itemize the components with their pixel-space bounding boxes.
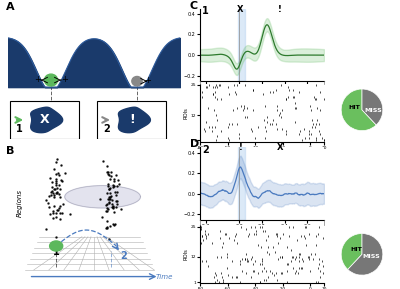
Text: !: ! <box>239 143 242 153</box>
Text: 1: 1 <box>53 247 60 257</box>
Circle shape <box>50 241 63 251</box>
Circle shape <box>44 74 58 86</box>
Text: 2: 2 <box>202 144 209 155</box>
X-axis label: Time (msec): Time (msec) <box>246 151 278 156</box>
Text: MISS: MISS <box>362 255 380 260</box>
Text: 1: 1 <box>202 6 209 16</box>
Text: 2: 2 <box>120 251 127 261</box>
Text: B: B <box>6 146 15 156</box>
X-axis label: Time(s): Time(s) <box>252 92 272 97</box>
Wedge shape <box>362 89 383 125</box>
Bar <box>238 147 245 220</box>
Text: +: + <box>34 75 41 84</box>
FancyBboxPatch shape <box>98 101 166 139</box>
Text: X: X <box>237 5 244 14</box>
Text: X: X <box>277 143 283 153</box>
Text: +: + <box>144 76 151 85</box>
FancyBboxPatch shape <box>10 101 78 139</box>
Text: MISS: MISS <box>364 108 382 113</box>
Text: C: C <box>190 1 198 11</box>
Text: D: D <box>190 139 199 149</box>
Text: !: ! <box>278 5 282 14</box>
Text: +: + <box>61 75 68 84</box>
Text: 1: 1 <box>16 125 22 134</box>
Text: A: A <box>6 3 15 12</box>
X-axis label: Time(s): Time(s) <box>252 230 272 235</box>
Text: HIT: HIT <box>349 105 360 110</box>
Polygon shape <box>65 186 140 208</box>
Y-axis label: ROIs: ROIs <box>184 107 189 119</box>
Text: Time: Time <box>156 274 173 280</box>
Y-axis label: ROIs: ROIs <box>184 248 189 260</box>
Text: X: X <box>39 114 49 127</box>
Wedge shape <box>341 89 376 131</box>
Text: !: ! <box>129 114 135 127</box>
Text: Regions: Regions <box>17 190 22 217</box>
Wedge shape <box>348 234 383 275</box>
Bar <box>238 9 245 81</box>
Polygon shape <box>31 107 63 133</box>
Circle shape <box>132 77 142 86</box>
Text: HIT: HIT <box>350 247 362 252</box>
Wedge shape <box>341 234 362 269</box>
Polygon shape <box>118 107 150 133</box>
Text: 2: 2 <box>104 125 110 134</box>
